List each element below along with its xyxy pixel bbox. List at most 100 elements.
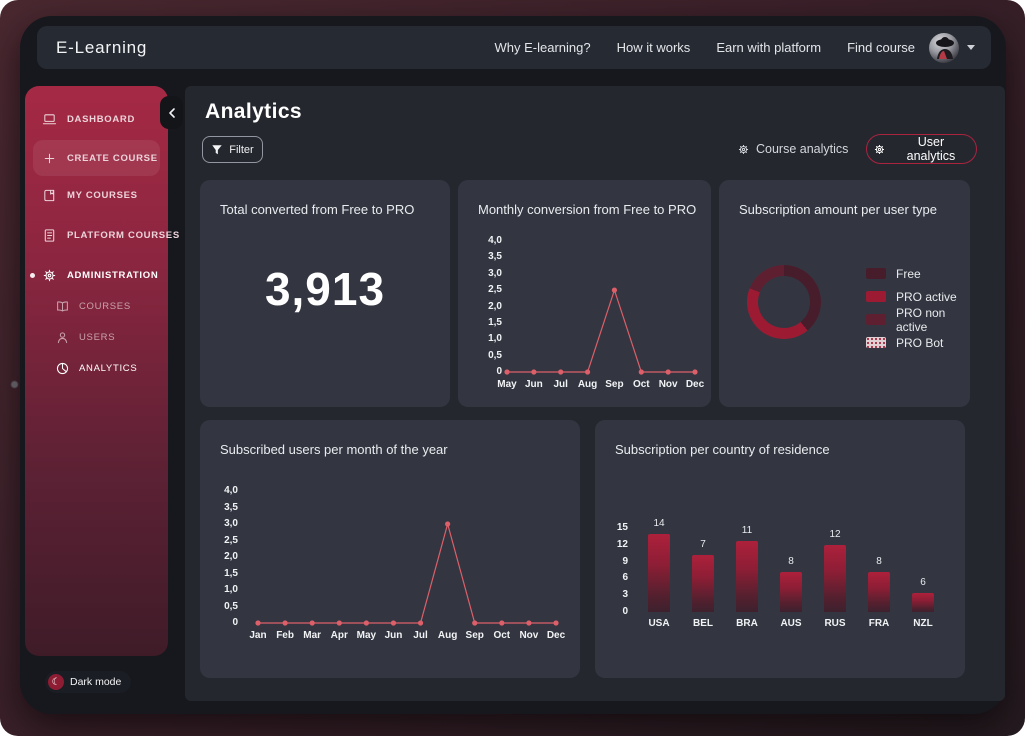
x-axis-label: Jun: [384, 630, 403, 641]
sidebar-item-label: PLATFORM COURSES: [67, 229, 180, 241]
bar-value-label: 7: [700, 539, 706, 551]
sidebar-item-label: USERS: [79, 331, 116, 343]
x-axis-label: Oct: [493, 630, 511, 641]
x-axis-label: May: [497, 379, 517, 390]
sidebar-item-create-course[interactable]: CREATE COURSE: [33, 140, 160, 176]
y-axis-tick: 4,0: [488, 235, 502, 246]
line-series: [255, 521, 559, 626]
y-axis-tick: 9: [622, 555, 628, 567]
sidebar-collapse-button[interactable]: [160, 96, 183, 129]
y-axis-tick: 6: [622, 572, 628, 584]
x-axis-label: BEL: [693, 618, 713, 629]
card-total-converted: Total converted from Free to PRO 3,913: [200, 180, 450, 407]
x-axis-label: Oct: [632, 379, 650, 390]
sidebar: DASHBOARD CREATE COURSE MY COURSES PLATFORM…: [25, 86, 179, 656]
x-axis-label: Dec: [546, 630, 566, 641]
y-axis-tick: 1,0: [488, 333, 502, 345]
sidebar-item-analytics[interactable]: ANALYTICS: [25, 354, 168, 382]
sidebar-item-label: ANALYTICS: [79, 362, 138, 374]
book-icon: [42, 188, 57, 203]
chevron-down-icon[interactable]: [967, 45, 975, 50]
moon-icon: ☾: [48, 674, 64, 690]
x-axis-label: Feb: [276, 630, 294, 641]
sidebar-item-dashboard[interactable]: DASHBOARD: [25, 104, 168, 134]
legend-swatch: [866, 337, 886, 348]
chevron-left-icon: [168, 107, 175, 118]
nav-link-find-course[interactable]: Find course: [847, 40, 915, 55]
y-axis-tick: 3,5: [488, 251, 502, 263]
y-axis-tick: 15: [616, 522, 628, 533]
bar-value-label: 12: [829, 529, 841, 541]
laptop-icon: [42, 112, 57, 127]
y-axis-tick: 3: [622, 589, 628, 601]
bar-rus: [824, 545, 846, 612]
sidebar-item-users[interactable]: USERS: [25, 323, 168, 351]
legend-row-pro-bot: PRO Bot: [866, 331, 970, 354]
y-axis-tick: 3,0: [488, 267, 502, 279]
card-country-subscriptions: Subscription per country of residence 15…: [595, 420, 965, 678]
card-subscribed-users: Subscribed users per month of the year 4…: [200, 420, 580, 678]
x-axis-label: Nov: [658, 379, 678, 390]
edge-indicator-dot: [11, 381, 18, 388]
tab-user-analytics[interactable]: User analytics: [866, 134, 977, 164]
page-title: Analytics: [205, 100, 302, 123]
legend-swatch: [866, 268, 886, 279]
x-axis-label: Jul: [553, 379, 568, 390]
sidebar-item-administration[interactable]: ADMINISTRATION: [25, 258, 168, 292]
tab-course-analytics[interactable]: Course analytics: [737, 142, 848, 156]
donut-legend: Free PRO active PRO non active PRO Bot: [866, 262, 970, 354]
sidebar-item-platform-courses[interactable]: PLATFORM COURSES: [25, 220, 179, 250]
bar-nzl: [912, 592, 934, 612]
x-axis-label: May: [356, 630, 377, 641]
y-axis-tick: 4,0: [224, 485, 238, 496]
funnel-icon: [212, 144, 222, 154]
nav-link-how-it-works[interactable]: How it works: [616, 40, 691, 55]
total-converted-value: 3,913: [264, 263, 386, 315]
x-axis-label: Nov: [519, 630, 539, 641]
card-title: Subscription amount per user type: [739, 202, 937, 217]
x-axis-label: NZL: [913, 618, 933, 629]
filter-button[interactable]: Filter: [202, 136, 263, 163]
y-axis-tick: 1,5: [488, 316, 502, 328]
x-axis-label: Jun: [524, 379, 543, 390]
y-axis-tick: 0: [232, 617, 238, 628]
brand-logo: E-Learning: [56, 37, 148, 57]
card-title: Subscribed users per month of the year: [220, 442, 448, 457]
x-axis-label: Jan: [249, 630, 267, 641]
plus-icon: [42, 151, 57, 166]
legend-row-pro-active: PRO active: [866, 285, 970, 308]
x-axis-label: Apr: [330, 630, 348, 641]
line-series: [504, 287, 698, 375]
bar-value-label: 8: [788, 555, 794, 567]
sidebar-item-label: CREATE COURSE: [67, 152, 158, 164]
sidebar-item-label: DASHBOARD: [67, 113, 136, 125]
user-avatar[interactable]: [929, 32, 959, 63]
y-axis-tick: 2,5: [488, 284, 502, 296]
nav-link-why-e-learning[interactable]: Why E-learning?: [494, 40, 591, 55]
bar-aus: [780, 571, 802, 612]
x-axis-label: Sep: [605, 379, 624, 390]
y-axis-tick: 0,5: [224, 600, 238, 612]
bar-bel: [692, 555, 714, 612]
y-axis-tick: 1,0: [224, 584, 238, 595]
avatar-illustration: [936, 36, 954, 59]
sidebar-item-courses[interactable]: COURSES: [25, 292, 168, 320]
card-title: Monthly conversion from Free to PRO: [478, 202, 697, 217]
x-axis-label: BRA: [736, 618, 758, 629]
legend-label: PRO active: [896, 289, 957, 304]
tab-course-analytics-label: Course analytics: [756, 142, 849, 156]
y-axis-tick: 0: [496, 366, 502, 377]
card-title: Total converted from Free to PRO: [220, 202, 415, 217]
x-axis-label: USA: [648, 618, 670, 629]
bar-fra: [868, 571, 890, 612]
dark-mode-toggle[interactable]: ☾ Dark mode: [45, 671, 132, 693]
gear-icon: [42, 268, 57, 283]
y-axis-tick: 1,5: [224, 567, 238, 579]
sidebar-item-my-courses[interactable]: MY COURSES: [25, 180, 168, 210]
bar-bra: [736, 541, 758, 612]
x-axis-label: Mar: [303, 630, 322, 641]
legend-label: Free: [896, 266, 921, 281]
gear-icon: [874, 144, 884, 154]
nav-link-earn-with-platform[interactable]: Earn with platform: [716, 40, 822, 55]
